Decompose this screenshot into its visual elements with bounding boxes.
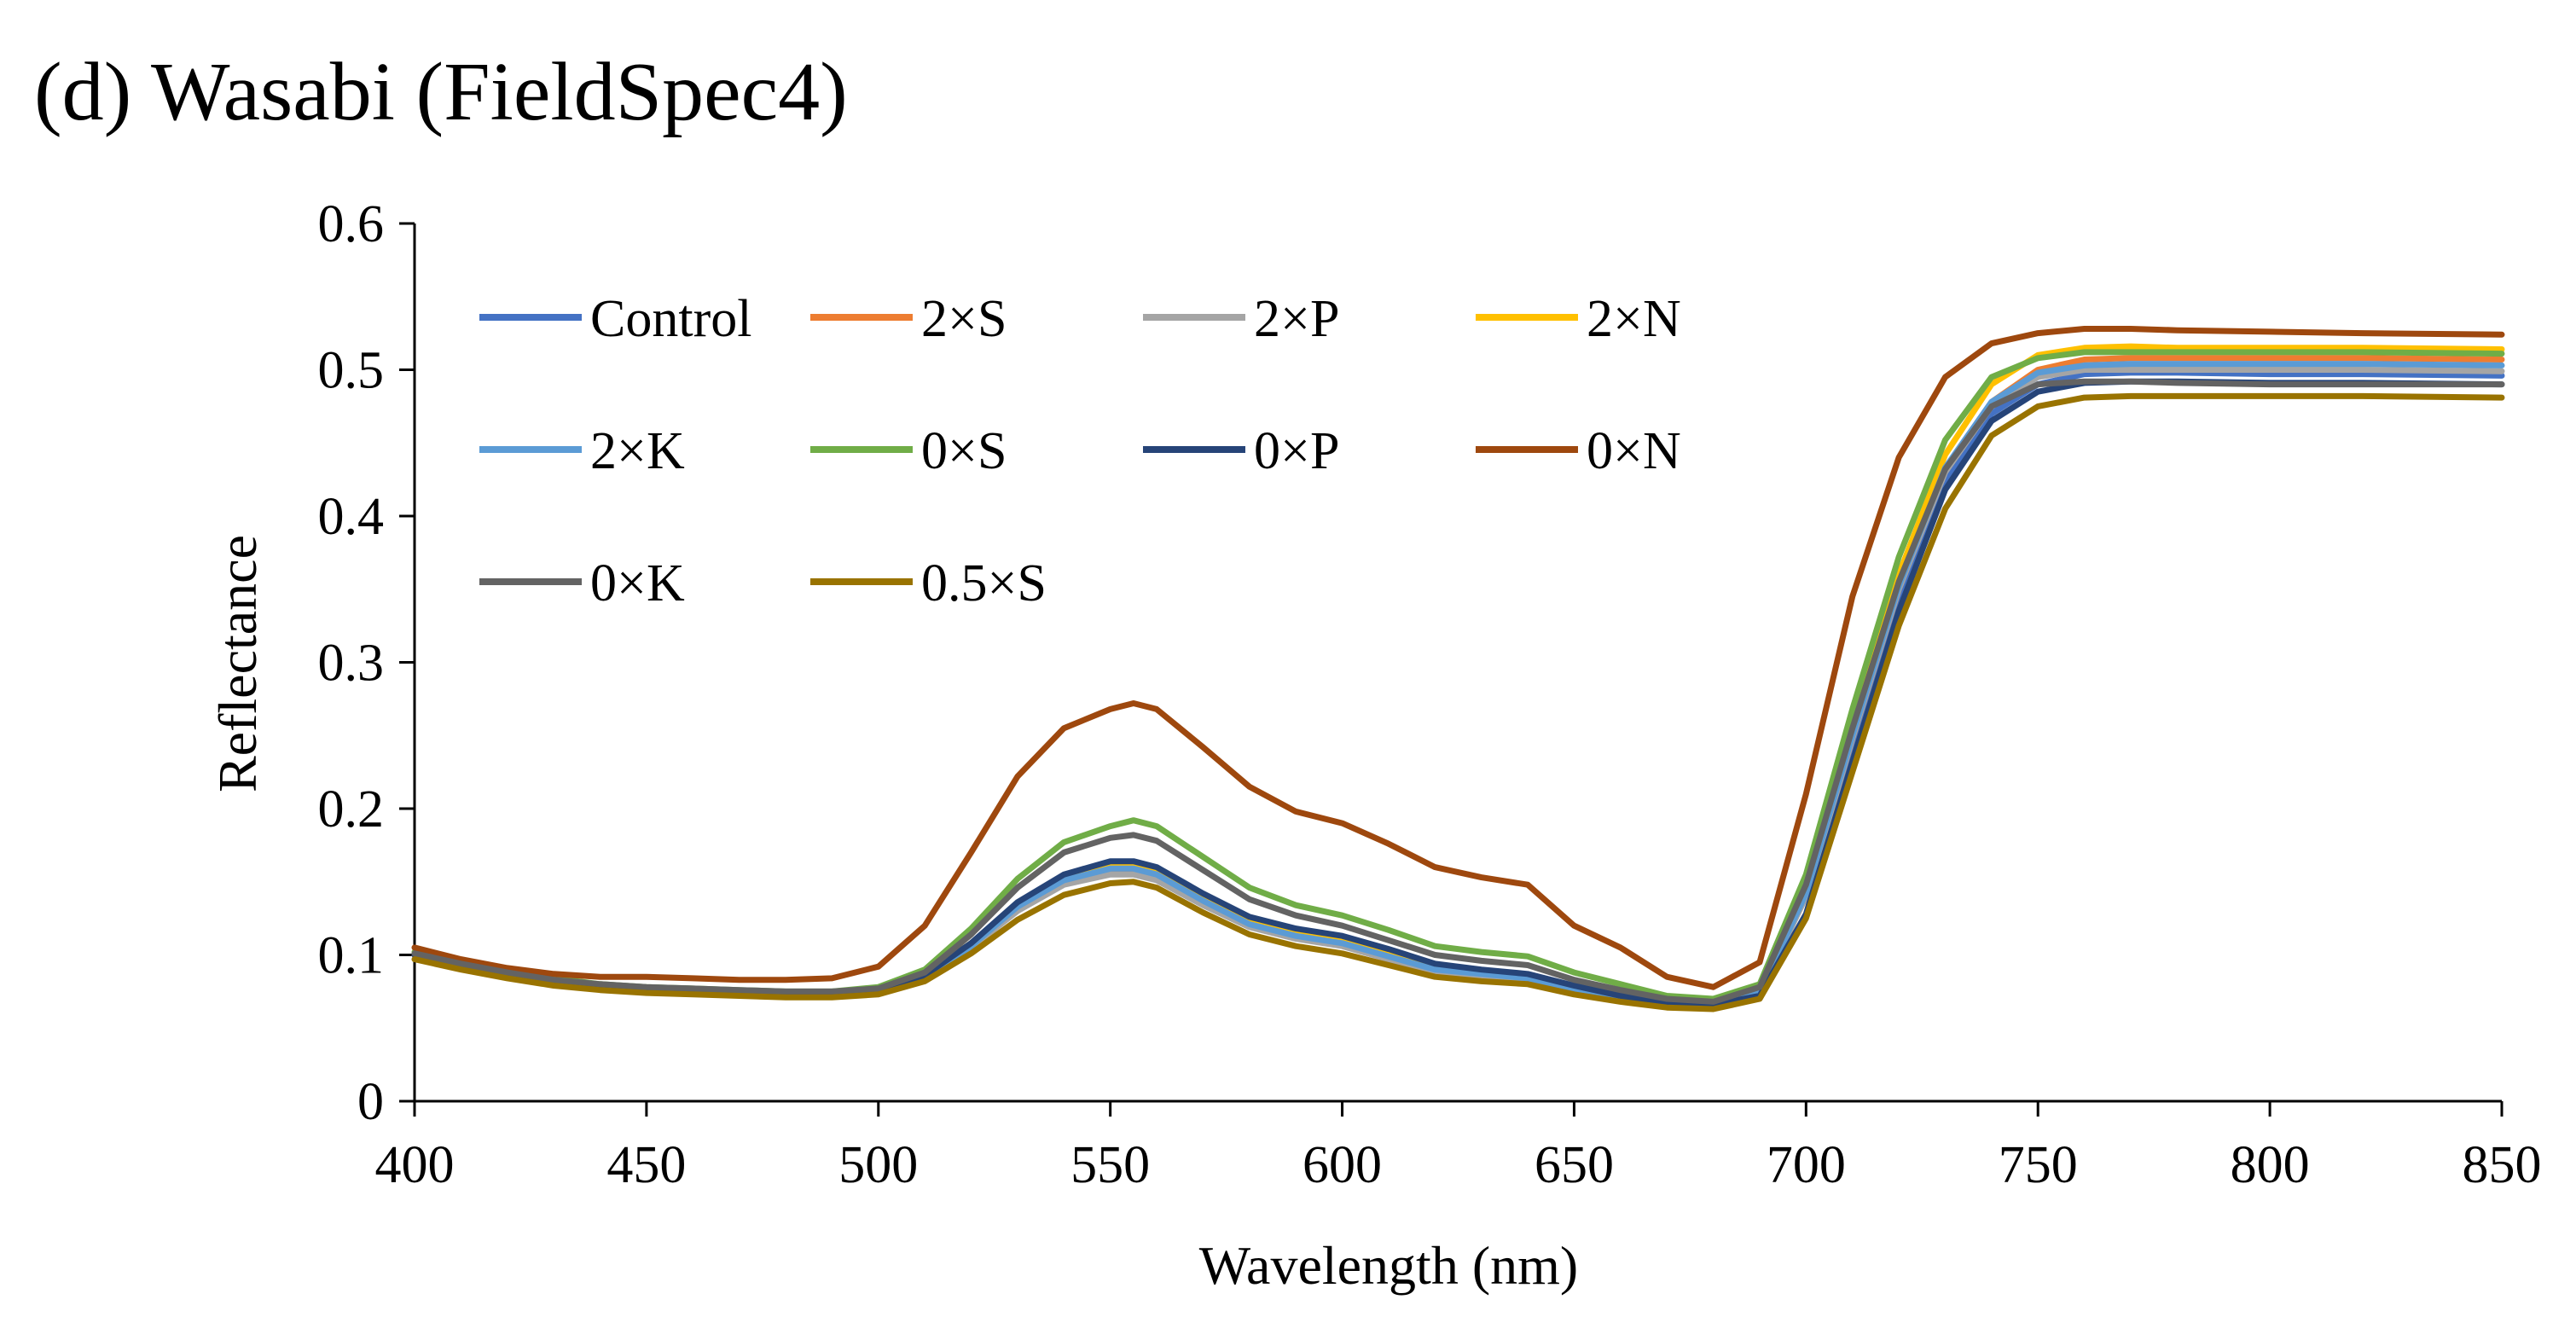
series-line-4 bbox=[411, 361, 2505, 1008]
legend-label-2: 2×P bbox=[1254, 290, 1339, 348]
chart-title: (d) Wasabi (FieldSpec4) bbox=[34, 46, 848, 138]
series-line-7 bbox=[411, 326, 2505, 990]
legend-label-9: 0.5×S bbox=[921, 554, 1047, 612]
y-tick-label: 0.3 bbox=[318, 635, 385, 693]
legend-label-7: 0×N bbox=[1587, 422, 1681, 480]
legend-label-0: Control bbox=[590, 290, 751, 348]
y-tick-label: 0.1 bbox=[318, 927, 385, 985]
x-tick-label: 800 bbox=[2231, 1136, 2310, 1194]
legend-label-8: 0×K bbox=[590, 554, 685, 612]
x-tick-label: 500 bbox=[838, 1136, 918, 1194]
series-line-3 bbox=[411, 343, 2505, 1007]
legend-label-1: 2×S bbox=[921, 290, 1007, 348]
x-tick-label: 400 bbox=[375, 1136, 455, 1194]
x-axis-label: Wavelength (nm) bbox=[1199, 1235, 1578, 1296]
x-tick-label: 650 bbox=[1535, 1136, 1614, 1194]
series-line-8 bbox=[411, 378, 2505, 1005]
y-tick-label: 0.2 bbox=[318, 780, 385, 838]
x-tick-label: 550 bbox=[1070, 1136, 1150, 1194]
y-axis-label: Reflectance bbox=[207, 535, 268, 792]
series-line-5 bbox=[411, 349, 2505, 1002]
series-line-1 bbox=[411, 355, 2505, 1008]
y-tick-label: 0.4 bbox=[318, 488, 385, 546]
x-tick-label: 700 bbox=[1767, 1136, 1846, 1194]
x-tick-label: 750 bbox=[1999, 1136, 2078, 1194]
series-line-2 bbox=[411, 367, 2505, 1009]
x-tick-label: 450 bbox=[606, 1136, 686, 1194]
y-tick-label: 0.6 bbox=[318, 195, 385, 253]
x-tick-label: 600 bbox=[1303, 1136, 1382, 1194]
x-tick-label: 850 bbox=[2463, 1136, 2542, 1194]
legend: Control 2×S 2×P 2×N 2×K 0×S 0×P 0×N 0×K 0.5×S bbox=[479, 290, 1681, 612]
series-line-6 bbox=[411, 378, 2505, 1008]
series-line-9 bbox=[411, 392, 2505, 1012]
series-line-0 bbox=[411, 369, 2505, 1007]
legend-label-6: 0×P bbox=[1254, 422, 1339, 480]
legend-label-5: 0×S bbox=[921, 422, 1007, 480]
series-lines bbox=[411, 326, 2505, 1012]
plot-area: 0 0.1 0.2 0.3 0.4 0.5 0.6 400 450 500 550 600 650 700… bbox=[318, 195, 2542, 1194]
y-tick-label: 0.5 bbox=[318, 342, 385, 400]
y-tick-label: 0 bbox=[357, 1073, 384, 1131]
legend-label-3: 2×N bbox=[1587, 290, 1681, 348]
legend-label-4: 2×K bbox=[590, 422, 685, 480]
